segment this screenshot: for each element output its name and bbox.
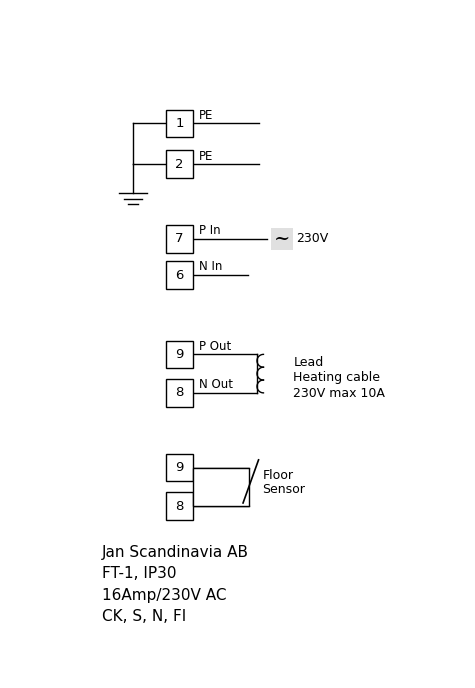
Text: N In: N In: [199, 261, 222, 273]
Bar: [166, 341, 193, 368]
Text: 230V: 230V: [296, 233, 329, 246]
Text: ~: ~: [274, 230, 290, 248]
Text: 230V max 10A: 230V max 10A: [294, 387, 385, 400]
Text: Lead: Lead: [294, 356, 323, 369]
Bar: [193, 468, 249, 506]
Bar: [166, 225, 193, 252]
Text: 8: 8: [175, 387, 184, 399]
Bar: [166, 150, 193, 178]
Bar: [166, 379, 193, 407]
Text: 9: 9: [175, 348, 184, 361]
Text: Floor: Floor: [262, 469, 294, 482]
Text: P In: P In: [199, 224, 220, 237]
Text: 6: 6: [175, 268, 184, 281]
Text: 7: 7: [175, 233, 184, 246]
Text: Sensor: Sensor: [262, 483, 305, 496]
Text: 2: 2: [175, 158, 184, 171]
Text: 8: 8: [175, 499, 184, 513]
Text: N Out: N Out: [199, 378, 233, 391]
Text: Jan Scandinavia AB
FT-1, IP30
16Amp/230V AC
CK, S, N, FI: Jan Scandinavia AB FT-1, IP30 16Amp/230V…: [102, 545, 249, 625]
Text: P Out: P Out: [199, 340, 231, 353]
Bar: [271, 228, 293, 250]
Text: PE: PE: [199, 149, 213, 162]
Text: 9: 9: [175, 461, 184, 474]
Bar: [166, 261, 193, 289]
Bar: [166, 109, 193, 137]
Text: PE: PE: [199, 109, 213, 122]
Bar: [166, 492, 193, 520]
Bar: [166, 453, 193, 482]
Text: Heating cable: Heating cable: [294, 372, 380, 385]
Text: 1: 1: [175, 117, 184, 130]
